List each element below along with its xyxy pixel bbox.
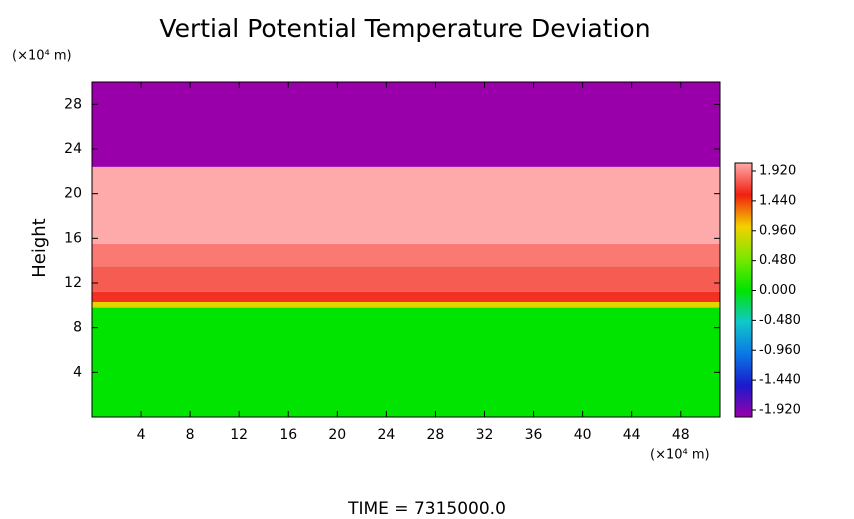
colorbar-tick-label: -1.440 <box>759 373 801 388</box>
x-tick-label: 24 <box>377 427 395 443</box>
x-tick-label: 20 <box>328 427 346 443</box>
y-axis-label: Height <box>29 218 50 278</box>
colorbar-tick-label: -1.920 <box>759 403 801 418</box>
y-tick-label: 28 <box>64 96 82 112</box>
colorbar-tick-label: -0.960 <box>759 343 801 358</box>
colorbar-tick-label: 1.440 <box>759 193 796 208</box>
field-band <box>92 243 720 267</box>
x-tick-label: 36 <box>525 427 543 443</box>
y-unit: (×10⁴ m) <box>12 49 72 64</box>
x-tick-label: 12 <box>230 427 248 443</box>
field-band <box>92 301 720 308</box>
x-tick-label: 4 <box>137 427 146 443</box>
y-tick-label: 8 <box>73 320 82 336</box>
y-tick-label: 20 <box>64 186 82 202</box>
field-band <box>92 82 720 167</box>
y-tick-label: 4 <box>73 364 82 380</box>
x-tick-label: 40 <box>574 427 592 443</box>
x-tick-label: 32 <box>476 427 494 443</box>
x-tick-label: 8 <box>186 427 195 443</box>
colorbar-tick-label: 0.960 <box>759 223 796 238</box>
field-band <box>92 266 720 292</box>
chart-title: Vertial Potential Temperature Deviation <box>159 14 650 43</box>
footer-time: TIME = 7315000.0 <box>347 499 506 519</box>
colorbar-tick-label: 0.000 <box>759 283 796 298</box>
y-tick-label: 16 <box>64 230 82 246</box>
colorbar-tick-label: -0.480 <box>759 313 801 328</box>
x-tick-label: 44 <box>623 427 641 443</box>
plot-frame <box>91 81 721 418</box>
colorbar-tick-label: 1.920 <box>759 164 796 179</box>
field-band <box>92 291 720 302</box>
field-band <box>92 166 720 244</box>
field-band <box>92 307 720 417</box>
x-tick-label: 16 <box>279 427 297 443</box>
x-tick-label: 28 <box>427 427 445 443</box>
x-unit: (×10⁴ m) <box>650 448 710 463</box>
colorbar <box>734 162 753 418</box>
y-tick-label: 24 <box>64 141 82 157</box>
colorbar-tick-label: 0.480 <box>759 253 796 268</box>
x-tick-label: 48 <box>672 427 690 443</box>
y-tick-label: 12 <box>64 275 82 291</box>
